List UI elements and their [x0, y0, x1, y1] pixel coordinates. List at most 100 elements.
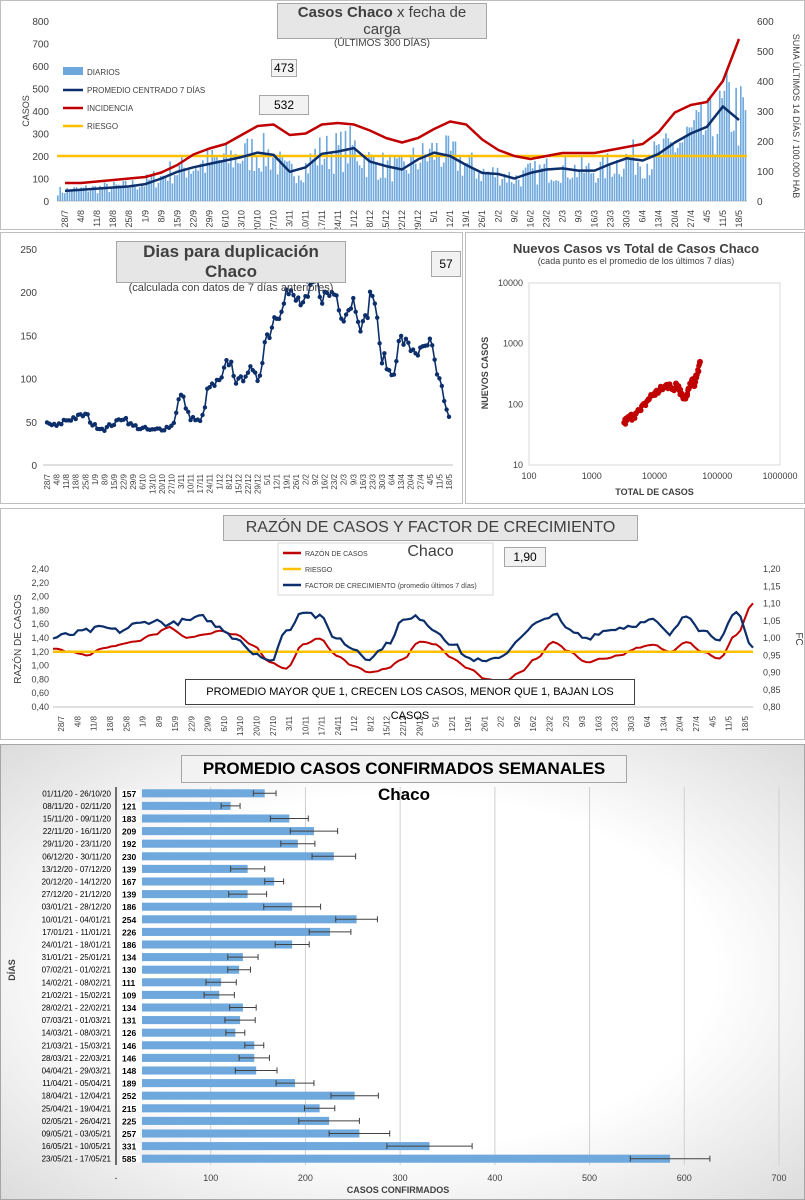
x-tick-label: 15/9 [171, 715, 180, 731]
bar-diarios [513, 183, 515, 201]
bar-diarios [672, 143, 674, 201]
bar-diarios [145, 174, 148, 201]
bar-diarios [735, 87, 737, 201]
bar-diarios [585, 165, 588, 201]
bar-diarios [164, 176, 167, 201]
x-tick-label: 8/12 [365, 210, 375, 228]
bar-diarios [272, 157, 274, 201]
bar-diarios [583, 172, 585, 201]
x-tick-label: 4/5 [702, 210, 712, 223]
x-tick-label: 4/8 [73, 715, 82, 727]
duplicacion-point [219, 375, 224, 380]
y-tick-label: 1,40 [31, 633, 49, 643]
x-tick-label: 27/10 [269, 210, 279, 230]
x-tick-label: 27/10 [167, 473, 176, 494]
duplicacion-point [202, 405, 208, 410]
x-tick-label: 16/2 [529, 715, 538, 731]
duplicacion-point [248, 364, 253, 369]
bar-semanal [142, 852, 334, 861]
bar-diarios [337, 145, 340, 201]
x-tick-label: 8/9 [155, 715, 164, 727]
bar-diarios [342, 172, 344, 201]
razon-line [52, 602, 754, 685]
y-right-tick-label: 1,15 [763, 581, 781, 591]
bar-semanal [142, 814, 290, 823]
bar-diarios [391, 181, 394, 201]
nuevos-chart-panel: 100 1000 10000 100000 1000000 10 100 1000 10000 T… [465, 232, 805, 504]
bar-semanal [142, 801, 231, 810]
duplicacion-point [396, 338, 401, 344]
bar-diarios [64, 193, 66, 201]
x-tick-label: 3/11 [285, 715, 294, 731]
casos-title-box: Casos Chaco x fecha de carga (ÚLTIMOS 30… [277, 3, 487, 49]
x-tick-label: 1/9 [91, 473, 100, 485]
bar-diarios [73, 187, 76, 201]
razon-chart-panel: 0,40 0,60 0,80 1,00 1,20 1,40 1,60 1,80 2,00 2,20… [0, 508, 805, 740]
bar-diarios [152, 171, 155, 201]
x-tick-label: 24/11 [333, 210, 343, 230]
y-right-tick-label: 200 [757, 137, 774, 148]
legend-swatch [63, 67, 83, 75]
x-tick-label: 18/5 [734, 210, 744, 228]
bar-diarios [396, 158, 398, 201]
value-label: 148 [122, 1066, 136, 1076]
bar-diarios [274, 154, 277, 201]
x-tick-label: 16/2 [321, 473, 330, 489]
x-tick-label: 1000000 [762, 471, 797, 481]
x-tick-label: 2/3 [562, 715, 571, 727]
category-label: 23/05/21 - 17/05/21 [42, 1155, 112, 1164]
x-tick-label: 30/3 [378, 473, 387, 489]
x-tick-label: 23/3 [368, 473, 377, 489]
bar-diarios [120, 185, 122, 201]
duplicacion-point [276, 316, 282, 322]
bar-diarios [61, 192, 64, 201]
x-tick-label: 23/2 [546, 715, 555, 731]
bar-diarios [129, 187, 132, 201]
bar-diarios [361, 168, 363, 201]
x-tick-label: 4/5 [426, 473, 435, 485]
duplicacion-point [200, 412, 205, 418]
x-tick-label: 13/10 [237, 210, 247, 230]
duplicacion-title-box: Dias para duplicación Chaco (calculada c… [116, 241, 346, 294]
value-label: 254 [122, 915, 136, 925]
y-tick-label: 0 [31, 461, 37, 472]
x-tick-label: 16/3 [590, 210, 600, 228]
x-tick-label: 23/2 [330, 473, 339, 489]
x-tick-label: 20/4 [670, 210, 680, 228]
bar-diarios [101, 188, 104, 201]
bar-diarios [267, 149, 270, 201]
bar-diarios [143, 186, 146, 201]
value-label: 183 [122, 814, 136, 824]
bar-diarios [225, 143, 228, 201]
x-tick-label: 29/9 [204, 715, 213, 731]
y-right-tick-label: 500 [757, 47, 774, 58]
bar-diarios [323, 158, 326, 201]
bar-diarios [742, 97, 744, 201]
bar-diarios [492, 167, 494, 201]
bar-diarios [716, 133, 719, 201]
value-label-bg [120, 1066, 140, 1075]
bar-diarios [162, 175, 164, 201]
duplicacion-point [73, 416, 78, 422]
duplicacion-point [269, 325, 275, 330]
duplicacion-point [264, 332, 270, 337]
bar-diarios [260, 171, 263, 201]
duplicacion-point [212, 383, 217, 388]
duplicacion-point [279, 309, 284, 315]
bar-diarios [536, 184, 539, 201]
bar-diarios [281, 157, 284, 201]
bar-diarios [548, 182, 550, 201]
bar-diarios [122, 180, 125, 201]
bar-semanal [142, 940, 293, 949]
bar-diarios [248, 170, 251, 201]
bar-diarios [276, 174, 279, 201]
duplicacion-point [231, 373, 236, 379]
duplicacion-point [360, 318, 366, 324]
bar-diarios [545, 158, 548, 201]
bar-diarios [674, 152, 677, 201]
bar-diarios [604, 178, 606, 201]
bar-diarios [435, 143, 438, 201]
razon-note-box: PROMEDIO MAYOR QUE 1, CRECEN LOS CASOS, … [185, 679, 635, 722]
bar-diarios [417, 169, 419, 201]
x-tick-label: 9/3 [578, 715, 587, 727]
